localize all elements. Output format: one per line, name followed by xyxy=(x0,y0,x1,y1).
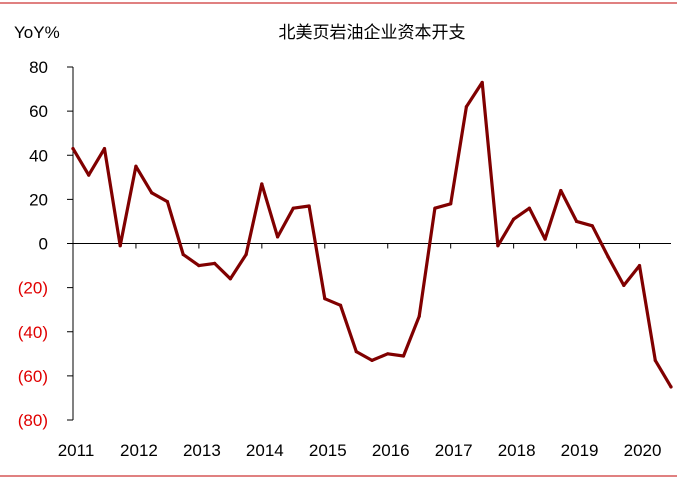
capex-yoy-line xyxy=(71,80,673,389)
y-tick-label: 60 xyxy=(29,102,48,121)
data-point xyxy=(307,204,311,208)
data-point xyxy=(590,224,594,228)
data-point xyxy=(102,147,107,151)
data-point xyxy=(118,244,122,248)
data-point xyxy=(370,358,374,363)
x-tick-label: 2016 xyxy=(372,441,410,460)
data-point xyxy=(338,303,343,307)
data-point xyxy=(228,277,232,281)
data-point xyxy=(213,261,217,265)
data-point xyxy=(87,173,91,177)
data-point xyxy=(386,352,390,356)
data-point xyxy=(417,314,421,318)
y-tick-label: 20 xyxy=(29,190,48,209)
data-point xyxy=(449,202,453,206)
y-tick-label: 40 xyxy=(29,146,48,165)
chart-title: 北美页岩油企业资本开支 xyxy=(279,23,466,43)
x-tick-label: 2011 xyxy=(58,441,95,460)
data-point xyxy=(574,219,579,224)
data-point xyxy=(543,237,547,241)
data-point xyxy=(527,206,531,210)
x-axis-ticks: 2011 2012 2013 2014 2015 2016 2017 2018 2019 2020 xyxy=(58,243,662,460)
y-tick-label: (60) xyxy=(18,367,48,386)
data-point xyxy=(496,244,500,248)
y-unit-label: YoY% xyxy=(14,23,60,42)
data-point xyxy=(637,263,642,268)
data-point xyxy=(181,252,185,257)
y-axis-ticks: 80 60 40 20 0 (20) (40) (60) (80) xyxy=(18,58,73,430)
y-tick-label: (80) xyxy=(18,411,48,430)
data-point xyxy=(622,283,626,288)
data-point xyxy=(464,105,469,109)
data-point xyxy=(401,354,406,358)
data-point xyxy=(291,206,295,210)
x-tick-label: 2015 xyxy=(309,441,347,460)
x-tick-label: 2019 xyxy=(561,441,599,460)
data-point xyxy=(480,80,484,85)
data-point xyxy=(354,350,358,354)
data-point xyxy=(71,147,75,151)
y-tick-label: (20) xyxy=(18,279,48,298)
data-point xyxy=(653,358,657,363)
x-tick-label: 2018 xyxy=(498,441,536,460)
data-point xyxy=(150,191,154,195)
y-tick-label: 80 xyxy=(29,58,48,77)
series-points xyxy=(71,80,673,389)
data-point xyxy=(244,252,248,257)
data-point xyxy=(606,255,610,259)
data-point xyxy=(197,263,201,268)
y-tick-label: 0 xyxy=(39,235,48,254)
data-point xyxy=(669,385,673,389)
data-point xyxy=(512,217,516,221)
y-tick-label: (40) xyxy=(18,323,48,342)
x-tick-label: 2014 xyxy=(246,441,284,460)
data-point xyxy=(260,182,264,186)
x-tick-label: 2020 xyxy=(624,441,662,460)
data-point xyxy=(559,188,563,193)
x-tick-label: 2013 xyxy=(183,441,221,460)
x-tick-label: 2017 xyxy=(435,441,473,460)
data-point xyxy=(323,297,327,301)
data-point xyxy=(134,164,138,168)
x-tick-label: 2012 xyxy=(120,441,158,460)
data-point xyxy=(275,235,280,239)
data-point xyxy=(433,206,437,210)
data-point xyxy=(165,199,170,204)
